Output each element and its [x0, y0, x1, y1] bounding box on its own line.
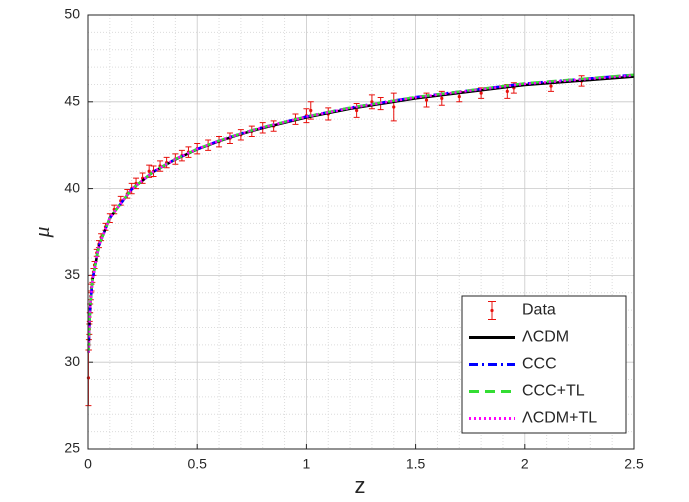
- y-tick-label: 45: [64, 93, 80, 109]
- data-point: [309, 108, 313, 113]
- y-tick-label: 40: [64, 179, 80, 195]
- x-tick-label: 0: [84, 456, 92, 472]
- legend-label: ΛCDM+TL: [522, 410, 597, 427]
- legend-label: ΛCDM: [522, 329, 569, 346]
- data-point: [479, 91, 483, 95]
- data-point: [549, 84, 553, 88]
- y-tick-label: 35: [64, 266, 80, 282]
- data-point: [355, 108, 359, 113]
- plot-frame: [87, 14, 635, 450]
- y-axis-label: μ: [29, 226, 54, 238]
- data-point: [457, 94, 461, 99]
- x-axis-label: z: [355, 473, 366, 498]
- y-tick-label: 25: [64, 440, 80, 456]
- x-tick-label: 2.5: [624, 456, 644, 472]
- x-tick-label: 0.5: [187, 456, 207, 472]
- legend-label: CCC+TL: [522, 383, 585, 400]
- y-tick-label: 50: [64, 6, 80, 22]
- x-tick-label: 2: [521, 456, 529, 472]
- y-tick-label: 30: [64, 353, 80, 369]
- x-tick-label: 1: [303, 456, 311, 472]
- legend-swatch: [490, 308, 494, 313]
- legend: Data ΛCDM CCC CCC+TL ΛCDM+TL: [461, 295, 627, 434]
- data-point: [392, 105, 396, 109]
- legend-label: Data: [522, 302, 556, 319]
- data-point: [147, 169, 151, 173]
- data-point: [424, 98, 429, 102]
- data-point: [440, 96, 444, 100]
- x-tick-label: 1.5: [406, 456, 426, 472]
- data-point: [370, 100, 374, 104]
- data-point: [505, 89, 509, 93]
- legend-label: CCC: [522, 356, 557, 373]
- model-line: [87, 74, 635, 353]
